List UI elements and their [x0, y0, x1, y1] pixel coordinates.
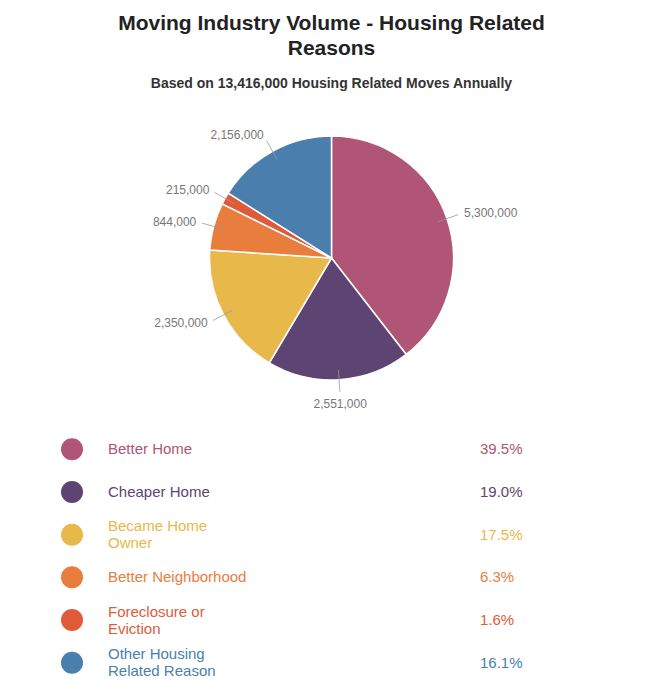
legend-percentage: 19.0% [480, 483, 523, 500]
pie-slice [210, 250, 332, 363]
leader-line [438, 215, 459, 222]
legend-label: Better Neighborhood [108, 568, 246, 585]
legend-swatch [61, 566, 83, 588]
leader-line [267, 141, 278, 160]
legend-percentage: 6.3% [480, 568, 514, 585]
subtitle: Based on 13,416,000 Housing Related Move… [151, 75, 512, 91]
leader-line [215, 193, 234, 204]
data-label: 2,350,000 [154, 316, 208, 330]
data-label: 215,000 [166, 183, 210, 197]
leader-line [338, 370, 339, 392]
data-labels: 5,300,000 2,551,000 2,350,000 844,000 215,00… [153, 128, 518, 410]
legend-label: Foreclosure orEviction [108, 603, 205, 637]
legend-swatch [61, 481, 83, 503]
data-label: 5,300,000 [464, 206, 518, 220]
legend-percentage: 16.1% [480, 654, 523, 671]
legend-percentage: 17.5% [480, 526, 523, 543]
legend-label: Cheaper Home [108, 483, 210, 500]
legend-percentage: 39.5% [480, 440, 523, 457]
pie-slice [228, 136, 331, 258]
legend-swatch [61, 524, 83, 546]
legend-label: Better Home [108, 440, 192, 457]
title: Moving Industry Volume - Housing Related… [118, 11, 545, 59]
legend-percentage: 1.6% [480, 611, 514, 628]
legend-label: Other HousingRelated Reason [108, 645, 216, 679]
data-label: 844,000 [153, 215, 197, 229]
legend-swatch [61, 438, 83, 460]
legend: Better Home 39.5% Cheaper Home 19.0% Became … [61, 438, 523, 679]
legend-label: Became HomeOwner [108, 517, 207, 551]
leader-line [213, 310, 232, 320]
data-label: 2,551,000 [313, 397, 367, 411]
leader-line [202, 223, 223, 229]
chart: Moving Industry Volume - Housing Related… [0, 0, 663, 690]
legend-swatch [61, 609, 83, 631]
pie [210, 136, 454, 380]
legend-swatch [61, 652, 83, 674]
data-label: 2,156,000 [210, 128, 264, 142]
